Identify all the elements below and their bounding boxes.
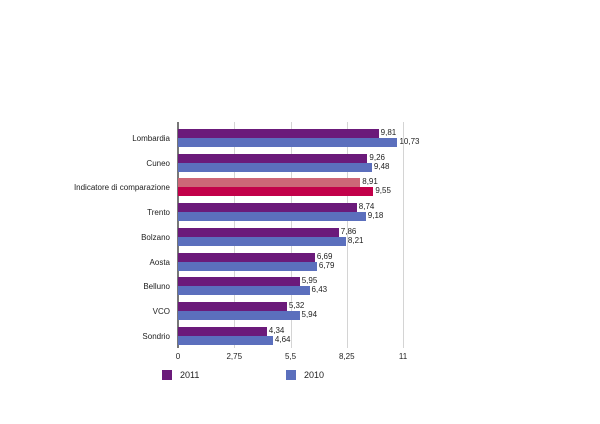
value-label: 10,73	[399, 137, 420, 146]
category-label: VCO	[152, 306, 170, 316]
value-label: 5,95	[301, 276, 318, 286]
category-label: Trento	[147, 208, 170, 218]
value-label: 9,26	[369, 152, 385, 162]
legend-item-2010: 2010	[286, 370, 324, 380]
value-label: 9,81	[380, 128, 397, 137]
bar-2011	[178, 178, 361, 188]
value-label: 9,55	[375, 186, 391, 196]
category-label: Cuneo	[146, 158, 170, 168]
bar-2010	[178, 310, 300, 320]
bar-2010	[178, 286, 310, 296]
legend-swatch-2010	[286, 370, 296, 380]
category-label: Aosta	[149, 257, 170, 267]
legend-label-2011: 2011	[180, 370, 200, 380]
legend-item-2011: 2011	[162, 370, 199, 380]
value-label: 7,86	[340, 226, 357, 236]
bar-2010	[178, 187, 374, 197]
bar-2010	[178, 212, 366, 222]
value-label: 8,91	[362, 177, 378, 187]
legend-label-2010: 2010	[304, 370, 325, 380]
category-label: Indicatore di comparazione	[73, 183, 170, 193]
bar-2010	[178, 236, 346, 246]
value-label: 6,79	[318, 260, 335, 270]
value-label: 4,64	[274, 334, 291, 344]
value-label: 5,94	[301, 309, 318, 319]
value-label: 9,48	[373, 161, 390, 171]
bar-2011	[178, 252, 315, 262]
x-tick-label: 5,5	[284, 352, 297, 361]
x-tick-label: 11	[398, 352, 408, 361]
bar-2010	[178, 335, 273, 345]
value-label: 4,34	[268, 325, 285, 335]
gridline	[346, 122, 348, 348]
bar-2011	[178, 153, 368, 163]
value-label: 8,74	[358, 202, 375, 212]
bar-2011	[178, 277, 300, 287]
category-label: Sondrio	[142, 331, 170, 341]
value-label: 5,32	[288, 300, 305, 310]
x-tick-label: 8,25	[338, 352, 355, 361]
bar-2010	[178, 138, 398, 147]
value-label: 6,69	[316, 251, 333, 261]
x-tick-label: 2,75	[226, 352, 243, 361]
gridline	[403, 122, 404, 348]
category-label: Belluno	[143, 282, 170, 292]
bar-2011	[178, 326, 267, 336]
value-label: 6,43	[311, 285, 328, 295]
category-label: Bolzano	[141, 232, 170, 242]
value-label: 9,18	[367, 211, 384, 221]
bar-2010	[178, 261, 317, 271]
value-label: 8,21	[347, 235, 364, 245]
bar-2011	[178, 203, 357, 213]
legend-swatch-2011	[162, 370, 172, 380]
bar-2011	[178, 227, 339, 237]
x-tick-label: 0	[175, 352, 181, 361]
bar-2010	[178, 162, 372, 172]
bar-2011	[178, 129, 379, 138]
category-label: Lombardia	[132, 134, 170, 143]
bar-2011	[178, 301, 287, 311]
